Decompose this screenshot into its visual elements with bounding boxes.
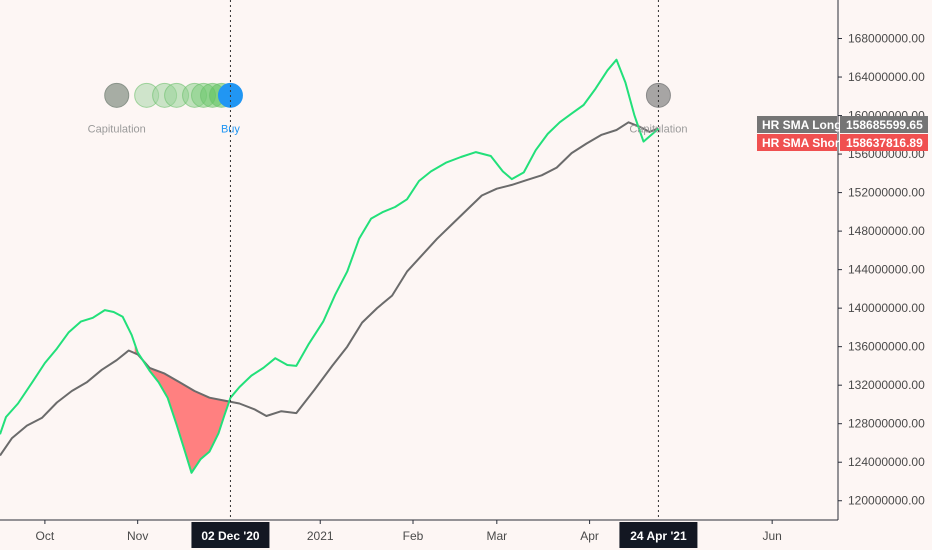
y-tick-label: 148000000.00 <box>848 224 925 238</box>
hr-sma-short-value-label: 158637816.89 <box>846 136 923 150</box>
x-tick-label: Nov <box>127 529 148 543</box>
hr-sma-long-name-tag <box>757 116 837 133</box>
x-crosshair-date-badge <box>191 522 270 548</box>
x-crosshair-date-label: 24 Apr '21 <box>630 529 687 543</box>
series-lines-layer <box>0 58 660 474</box>
signal-label-buy: Buy <box>221 123 240 135</box>
hr-sma-long-value-tag <box>840 116 928 133</box>
signal-marker-capitulation[interactable] <box>104 82 130 108</box>
x-tick-label: Feb <box>403 529 424 543</box>
y-tick-label: 164000000.00 <box>848 70 925 84</box>
x-axis[interactable]: Oct Nov 2021 Feb Mar Apr Jun 02 Dec '20 24 Apr '… <box>36 520 782 548</box>
capitulation-fill-layer <box>134 343 231 473</box>
capitulation-area <box>134 343 231 473</box>
x-tick-label: Oct <box>36 529 55 543</box>
x-crosshair-date-badge <box>619 522 698 548</box>
x-crosshair-date-label: 02 Dec '20 <box>201 529 260 543</box>
signal-label-capitulation: Capitulation <box>88 123 146 135</box>
hr-sma-short-value-tag <box>840 134 928 151</box>
x-tick-label: Apr <box>580 529 599 543</box>
y-tick-label: 124000000.00 <box>848 455 925 469</box>
crosshair-layer <box>229 0 659 520</box>
signal-label-capitulation: Capitulation <box>629 123 687 135</box>
y-tick-label: 140000000.00 <box>848 301 925 315</box>
hr-sma-long-value-label: 158685599.65 <box>846 118 923 132</box>
x-tick-label: 2021 <box>307 529 334 543</box>
y-tick-label: 136000000.00 <box>848 340 925 354</box>
hr-sma-short-name-label: HR SMA Short <box>762 136 844 150</box>
y-tick-label: 144000000.00 <box>848 263 925 277</box>
hr-sma-short-name-tag <box>757 134 837 151</box>
x-tick-label: Jun <box>762 529 781 543</box>
x-tick-label: Mar <box>486 529 507 543</box>
y-tick-label: 132000000.00 <box>848 378 925 392</box>
y-tick-label: 128000000.00 <box>848 417 925 431</box>
y-tick-label: 120000000.00 <box>848 494 925 508</box>
y-tick-label: 152000000.00 <box>848 186 925 200</box>
y-tick-label: 168000000.00 <box>848 32 925 46</box>
hr-sma-long-name-label: HR SMA Long <box>762 118 842 132</box>
hr-sma-long-line <box>0 121 659 457</box>
hr-sma-short-line <box>0 58 660 474</box>
